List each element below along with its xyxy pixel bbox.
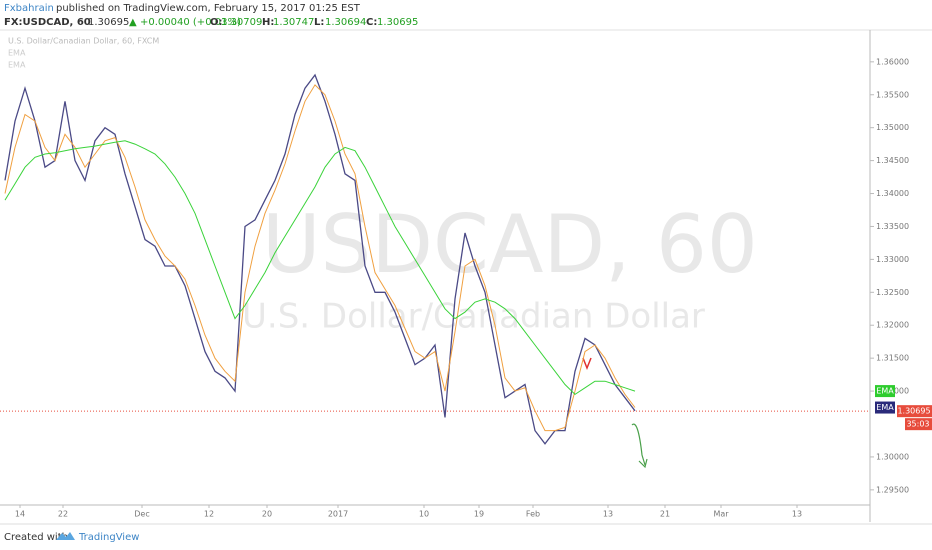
x-tick-label: 14: [15, 510, 25, 519]
tv-logo: [56, 532, 75, 540]
y-tick-label: 1.35000: [876, 123, 909, 132]
y-tick-label: 1.32500: [876, 288, 909, 297]
projection-arrow: [631, 423, 648, 469]
legend-entry: EMA: [8, 61, 26, 70]
price-tag: [875, 401, 895, 414]
x-tick-label: 19: [474, 510, 484, 519]
countdown: 35:03: [906, 420, 929, 429]
x-tick-label: 13: [792, 510, 802, 519]
x-tick-label: 10: [419, 510, 429, 519]
price-tag: [875, 385, 895, 398]
last-price-tag: [897, 405, 932, 418]
x-tick-label: 13: [603, 510, 613, 519]
price-tag-label: EMA: [876, 387, 894, 396]
change-arrow: ▲: [129, 17, 137, 28]
series-line: [4, 73, 636, 445]
x-tick-label: 12: [204, 510, 214, 519]
ohlc-value: 1.30695: [377, 17, 418, 28]
y-tick-label: 1.32000: [876, 321, 909, 330]
author[interactable]: Fxbahrain: [4, 3, 54, 14]
symbol: FX:USDCAD, 60: [4, 17, 91, 28]
series-line: [4, 140, 636, 396]
y-tick-label: 1.30000: [876, 452, 909, 461]
ohlc-key: O:: [210, 17, 223, 28]
y-tick-label: 1.33000: [876, 255, 909, 264]
x-tick-label: 22: [58, 510, 68, 519]
watermark: USDCAD, 60: [262, 198, 758, 291]
change: +0.00040 (+0.03%): [140, 17, 241, 28]
x-tick-label: Feb: [526, 510, 540, 519]
ohlc-key: L:: [314, 17, 324, 28]
legend-entry: EMA: [8, 49, 26, 58]
x-tick-label: 21: [660, 510, 670, 519]
ohlc-value: 1.30709: [221, 17, 262, 28]
countdown-tag: [905, 418, 932, 431]
ohlc-value: 1.30694: [325, 17, 366, 28]
y-tick-label: 1.36000: [876, 57, 909, 66]
x-tick-label: 2017: [328, 510, 348, 519]
y-tick-label: 1.33500: [876, 222, 909, 231]
watermark-subtitle: U.S. Dollar/Canadian Dollar: [242, 297, 705, 337]
y-tick-label: 1.29500: [876, 485, 909, 494]
last-price-label: 1.30695: [897, 407, 930, 416]
footer-brand[interactable]: TradingView: [78, 532, 139, 543]
y-tick-label: 1.35500: [876, 90, 909, 99]
published: published on TradingView.com, February 1…: [56, 3, 361, 14]
y-tick-label: 1.34000: [876, 189, 909, 198]
ohlc-key: C:: [366, 17, 377, 28]
y-tick-label: 1.34500: [876, 156, 909, 165]
sell-arrow: [582, 357, 592, 371]
y-tick-label: 1.31500: [876, 354, 909, 363]
legend-main: U.S. Dollar/Canadian Dollar, 60, FXCM: [8, 37, 159, 46]
x-tick-label: Dec: [134, 510, 149, 519]
footer-created: Created with: [4, 532, 68, 543]
x-tick-label: 20: [262, 510, 272, 519]
ohlc-value: 1.30747: [273, 17, 314, 28]
price-tag-label: EMA: [876, 403, 894, 412]
ohlc-key: H:: [262, 17, 274, 28]
x-tick-label: Mar: [713, 510, 729, 519]
series-line: [4, 84, 636, 432]
last: 1.30695: [88, 17, 129, 28]
